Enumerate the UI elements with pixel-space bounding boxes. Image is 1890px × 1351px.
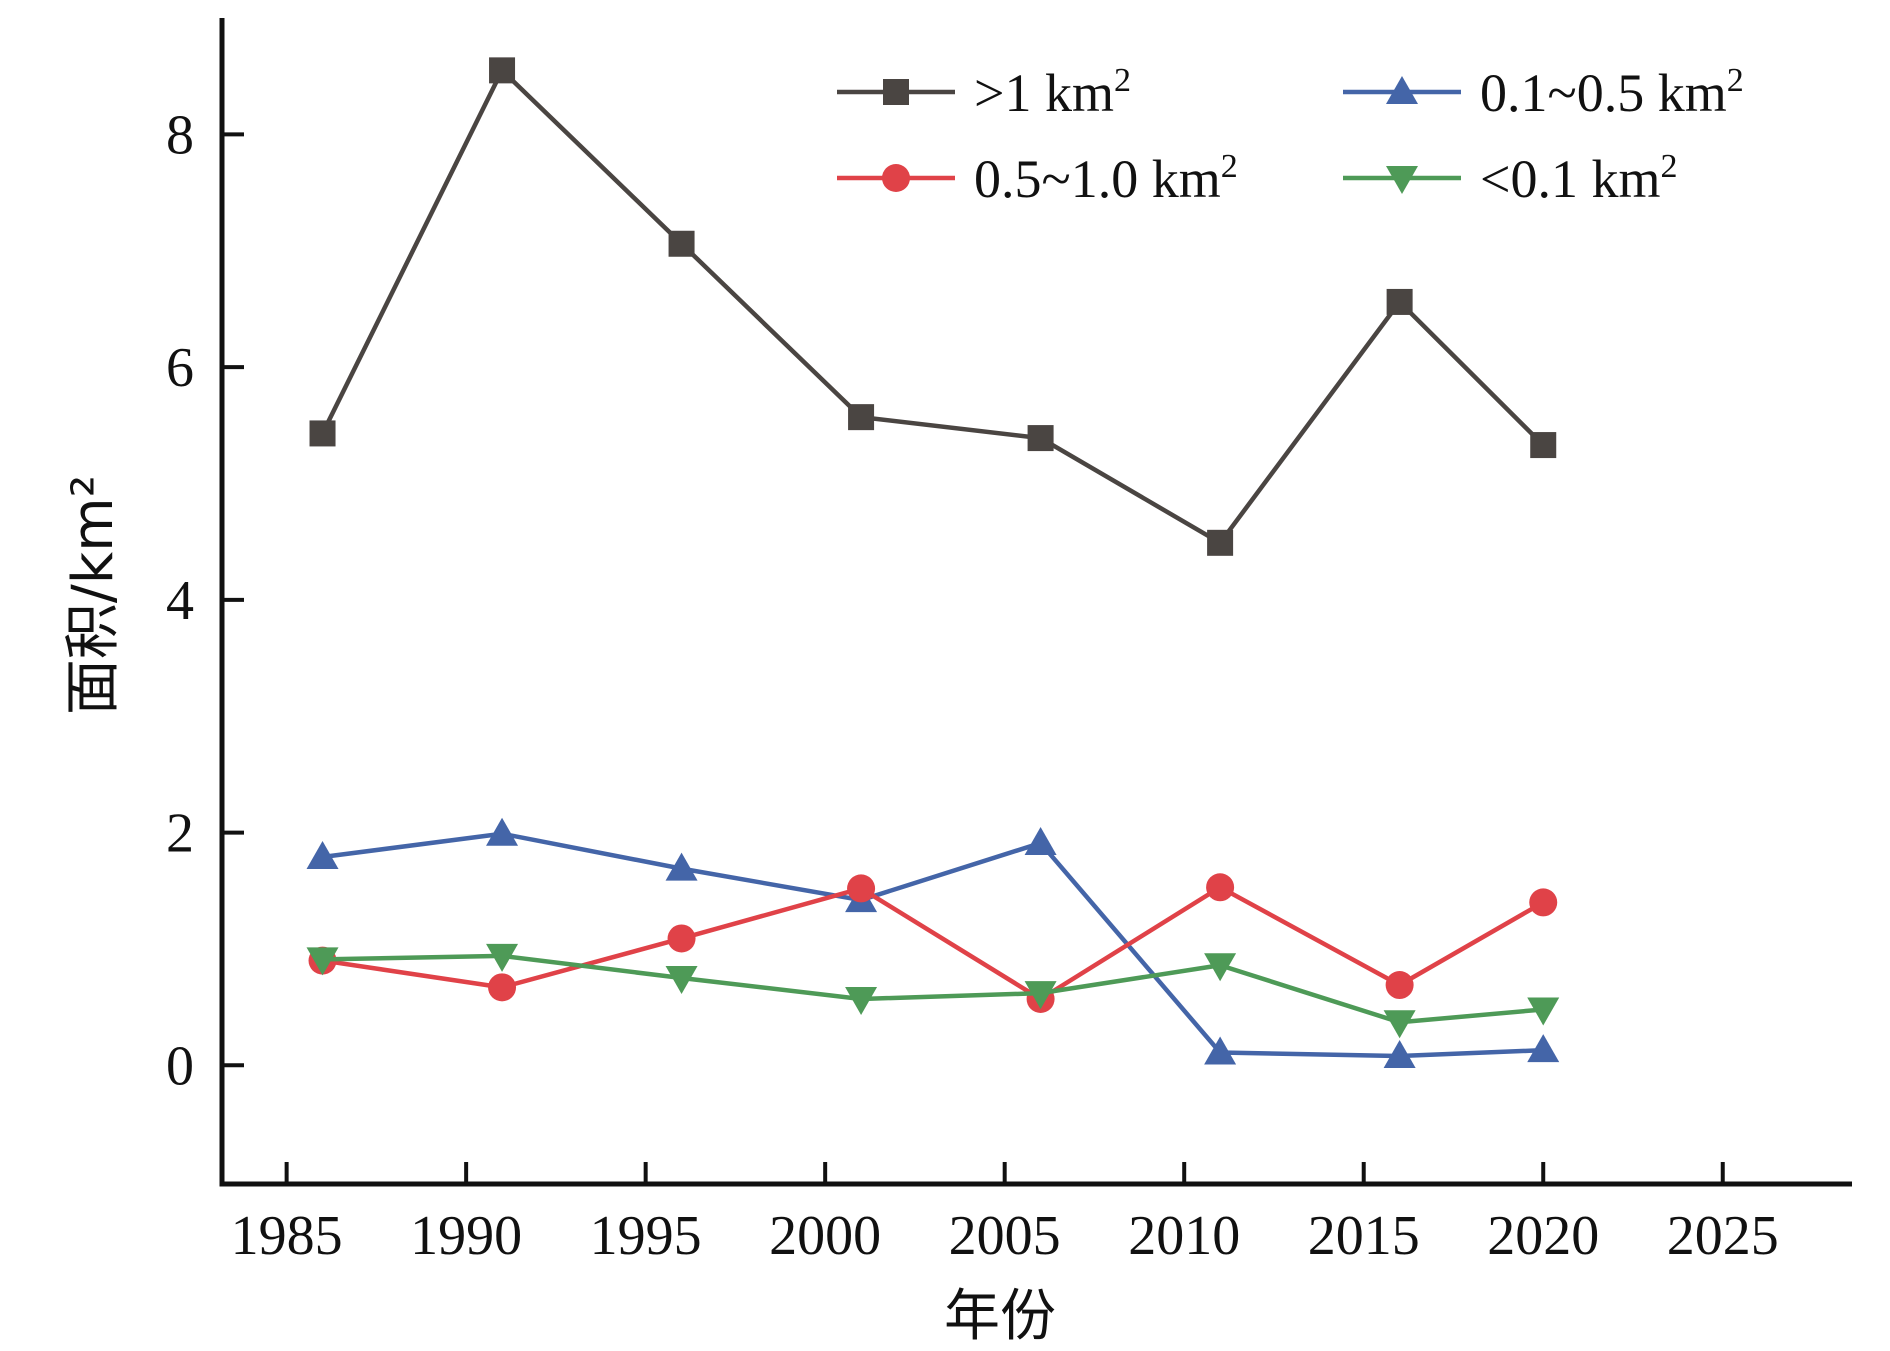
series-line <box>322 831 1544 1059</box>
data-point <box>1024 981 1057 1010</box>
legend-item-1: 0.1~0.5 km2 <box>1343 62 1744 123</box>
series-group <box>306 57 1560 1068</box>
data-point <box>489 57 516 84</box>
data-point <box>488 973 517 1002</box>
data-point <box>1204 953 1237 982</box>
series-3 <box>306 943 1560 1039</box>
data-point <box>1527 1034 1560 1063</box>
data-point <box>1383 1010 1416 1039</box>
x-tick-label: 1995 <box>590 1205 702 1267</box>
data-point <box>1529 888 1558 917</box>
data-point <box>847 874 876 903</box>
data-point <box>1386 288 1413 315</box>
legend-swatch-marker <box>883 79 909 105</box>
data-point <box>1527 997 1560 1026</box>
data-point <box>1530 432 1557 459</box>
x-axis-title: 年份 <box>944 1284 1056 1349</box>
x-tick-label: 1985 <box>231 1205 343 1267</box>
data-point <box>1204 1036 1237 1065</box>
legend-swatch-marker <box>1386 166 1418 194</box>
data-point <box>845 986 878 1015</box>
data-point <box>309 420 336 447</box>
data-point <box>665 966 698 995</box>
data-point <box>1206 873 1235 902</box>
series-1 <box>306 817 1560 1068</box>
y-tick-label: 8 <box>166 104 194 166</box>
series-0 <box>309 57 1557 556</box>
data-point <box>486 817 519 846</box>
legend-label: 0.1~0.5 km2 <box>1480 62 1744 123</box>
series-2 <box>308 873 1558 1013</box>
legend-label: >1 km2 <box>974 62 1131 123</box>
y-tick-label: 0 <box>166 1035 194 1097</box>
series-line <box>322 953 1544 1025</box>
data-point <box>486 943 519 972</box>
series-line <box>320 68 1545 546</box>
data-point <box>1024 827 1057 856</box>
y-axis-title: 面积/km² <box>61 475 126 715</box>
data-point <box>306 947 339 976</box>
legend-item-3: <0.1 km2 <box>1343 148 1677 209</box>
y-tick-label: 6 <box>166 337 194 399</box>
data-point <box>1383 1039 1416 1068</box>
data-point <box>1385 971 1414 1000</box>
legend-label: <0.1 km2 <box>1480 148 1677 209</box>
data-point <box>1207 529 1234 556</box>
legend-swatch-marker <box>882 164 910 192</box>
x-tick-label: 2005 <box>949 1205 1061 1267</box>
data-point <box>1027 425 1054 452</box>
x-tick-label: 2020 <box>1487 1205 1599 1267</box>
legend: >1 km2 0.1~0.5 km2 0.5~1.0 km2 <0.1 km2 <box>837 62 1744 209</box>
x-tick-label: 2025 <box>1667 1205 1779 1267</box>
y-tick-label: 4 <box>166 570 194 632</box>
series-line <box>322 885 1545 1002</box>
x-tick-label: 1990 <box>410 1205 522 1267</box>
legend-swatch-marker <box>1386 76 1418 104</box>
data-point <box>848 404 875 431</box>
y-tick-label: 2 <box>166 803 194 865</box>
tick-group: 1985 1990 1995 2000 2005 2010 2015 2020 2025 0 2 4 6… <box>166 104 1779 1267</box>
x-tick-label: 2015 <box>1308 1205 1420 1267</box>
data-point <box>665 852 698 881</box>
data-point <box>306 841 339 870</box>
legend-label: 0.5~1.0 km2 <box>974 148 1238 209</box>
legend-item-0: >1 km2 <box>837 62 1131 123</box>
data-point <box>668 230 695 257</box>
x-tick-label: 2000 <box>769 1205 881 1267</box>
data-point <box>667 924 696 953</box>
legend-item-2: 0.5~1.0 km2 <box>837 148 1238 209</box>
x-tick-label: 2010 <box>1128 1205 1240 1267</box>
